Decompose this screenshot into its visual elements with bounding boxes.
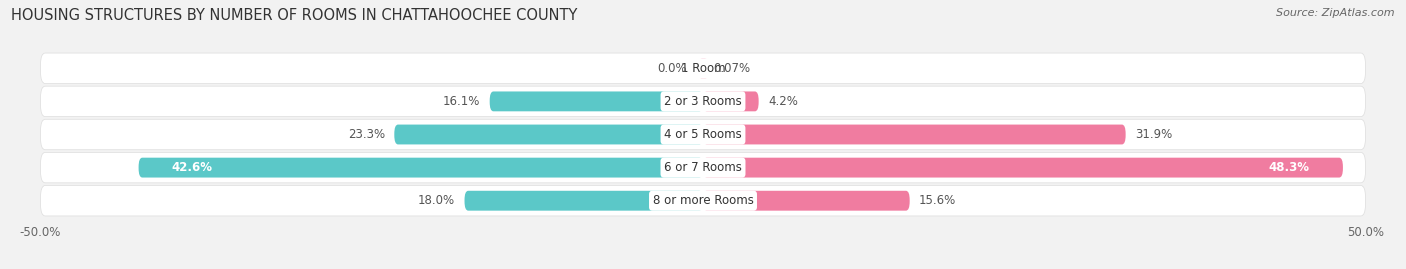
FancyBboxPatch shape	[41, 152, 1365, 183]
Text: 23.3%: 23.3%	[347, 128, 385, 141]
FancyBboxPatch shape	[41, 53, 1365, 83]
FancyBboxPatch shape	[41, 119, 1365, 150]
FancyBboxPatch shape	[139, 158, 703, 178]
Text: 15.6%: 15.6%	[920, 194, 956, 207]
FancyBboxPatch shape	[703, 158, 1343, 178]
FancyBboxPatch shape	[489, 91, 703, 111]
Text: 4 or 5 Rooms: 4 or 5 Rooms	[664, 128, 742, 141]
Text: 16.1%: 16.1%	[443, 95, 481, 108]
Text: 0.0%: 0.0%	[658, 62, 688, 75]
FancyBboxPatch shape	[41, 186, 1365, 216]
Text: HOUSING STRUCTURES BY NUMBER OF ROOMS IN CHATTAHOOCHEE COUNTY: HOUSING STRUCTURES BY NUMBER OF ROOMS IN…	[11, 8, 578, 23]
Text: 48.3%: 48.3%	[1268, 161, 1310, 174]
Text: 31.9%: 31.9%	[1135, 128, 1173, 141]
Text: 1 Room: 1 Room	[681, 62, 725, 75]
FancyBboxPatch shape	[41, 86, 1365, 117]
Text: 8 or more Rooms: 8 or more Rooms	[652, 194, 754, 207]
FancyBboxPatch shape	[394, 125, 703, 144]
Text: 6 or 7 Rooms: 6 or 7 Rooms	[664, 161, 742, 174]
Text: Source: ZipAtlas.com: Source: ZipAtlas.com	[1277, 8, 1395, 18]
Text: 2 or 3 Rooms: 2 or 3 Rooms	[664, 95, 742, 108]
FancyBboxPatch shape	[700, 58, 707, 78]
Text: 18.0%: 18.0%	[418, 194, 456, 207]
FancyBboxPatch shape	[703, 191, 910, 211]
FancyBboxPatch shape	[703, 125, 1126, 144]
Text: 42.6%: 42.6%	[172, 161, 212, 174]
Text: 0.07%: 0.07%	[713, 62, 751, 75]
FancyBboxPatch shape	[703, 91, 759, 111]
FancyBboxPatch shape	[464, 191, 703, 211]
Text: 4.2%: 4.2%	[768, 95, 797, 108]
